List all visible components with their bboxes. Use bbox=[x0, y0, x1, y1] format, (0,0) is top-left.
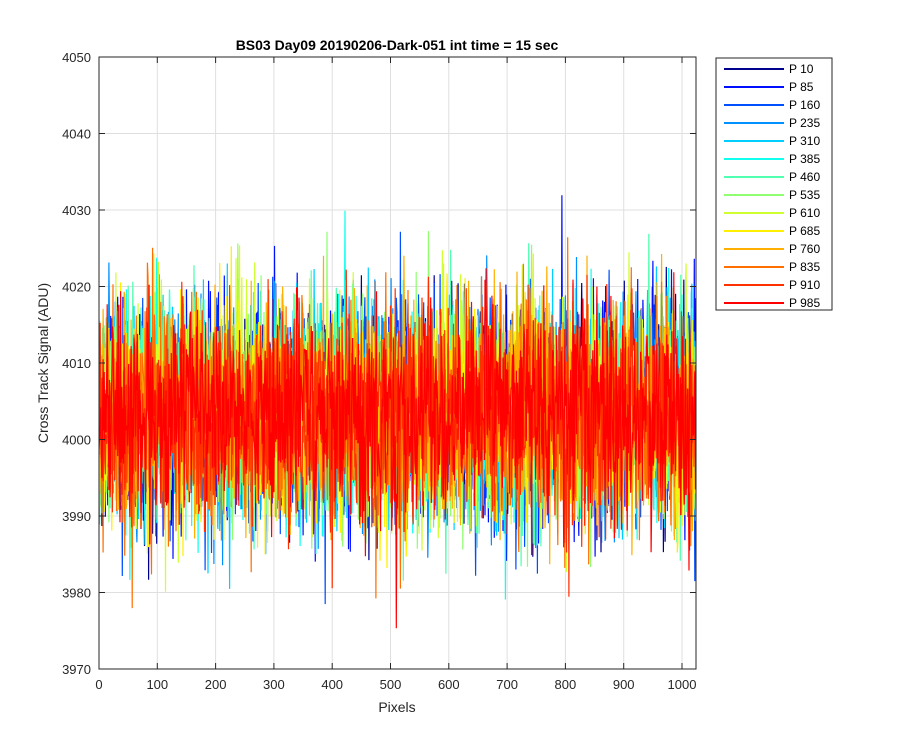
legend-entry-label: P 835 bbox=[789, 260, 820, 274]
legend-entry-label: P 385 bbox=[789, 152, 820, 166]
legend-entry-label: P 160 bbox=[789, 98, 820, 112]
legend-entry-label: P 685 bbox=[789, 224, 820, 238]
y-tick-label: 3970 bbox=[62, 662, 91, 677]
legend-entry-label: P 610 bbox=[789, 206, 820, 220]
legend-entry-label: P 460 bbox=[789, 170, 820, 184]
legend-entry-label: P 235 bbox=[789, 116, 820, 130]
x-tick-label: 600 bbox=[438, 677, 460, 692]
x-tick-label: 1000 bbox=[668, 677, 697, 692]
legend-entry-label: P 760 bbox=[789, 242, 820, 256]
chart-title: BS03 Day09 20190206-Dark-051 int time = … bbox=[236, 37, 559, 53]
y-tick-label: 4000 bbox=[62, 433, 91, 448]
legend-entry-label: P 910 bbox=[789, 278, 820, 292]
y-tick-label: 4050 bbox=[62, 50, 91, 65]
x-tick-label: 800 bbox=[555, 677, 577, 692]
y-tick-label: 4010 bbox=[62, 356, 91, 371]
x-tick-label: 100 bbox=[146, 677, 168, 692]
x-tick-label: 500 bbox=[380, 677, 402, 692]
x-tick-label: 900 bbox=[613, 677, 635, 692]
y-tick-label: 3990 bbox=[62, 509, 91, 524]
y-tick-label: 4020 bbox=[62, 280, 91, 295]
legend-entry-label: P 985 bbox=[789, 296, 820, 310]
series-line-p-985 bbox=[99, 268, 696, 629]
y-axis-label: Cross Track Signal (ADU) bbox=[35, 283, 51, 443]
x-tick-label: 0 bbox=[95, 677, 102, 692]
x-tick-label: 700 bbox=[496, 677, 518, 692]
y-tick-label: 3980 bbox=[62, 586, 91, 601]
y-tick-label: 4040 bbox=[62, 127, 91, 142]
legend: P 10 P 85 P 160 P 235 P 310 P 385 P 460 P 535 P … bbox=[715, 57, 833, 311]
series-lines bbox=[99, 195, 696, 629]
y-tick-label: 4030 bbox=[62, 203, 91, 218]
legend-entry-label: P 310 bbox=[789, 134, 820, 148]
x-tick-label: 200 bbox=[205, 677, 227, 692]
x-tick-label: 300 bbox=[263, 677, 285, 692]
x-axis-label: Pixels bbox=[378, 699, 415, 715]
legend-entry-label: P 535 bbox=[789, 188, 820, 202]
axis-ticks: 0 100 200 300 400 500 600 700 800 900 1000 3970 3980… bbox=[62, 50, 696, 692]
legend-entry-label: P 85 bbox=[789, 80, 814, 94]
legend-entry-label: P 10 bbox=[789, 62, 814, 76]
x-tick-label: 400 bbox=[321, 677, 343, 692]
